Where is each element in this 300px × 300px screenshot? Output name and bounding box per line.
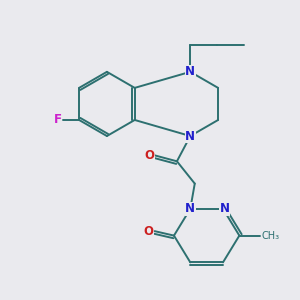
Text: O: O	[144, 225, 154, 238]
Text: N: N	[220, 202, 230, 215]
Text: CH₃: CH₃	[262, 231, 280, 241]
Text: N: N	[185, 130, 195, 142]
Text: N: N	[185, 65, 195, 78]
Text: N: N	[185, 202, 195, 215]
Text: F: F	[53, 113, 62, 127]
Text: O: O	[144, 149, 154, 162]
